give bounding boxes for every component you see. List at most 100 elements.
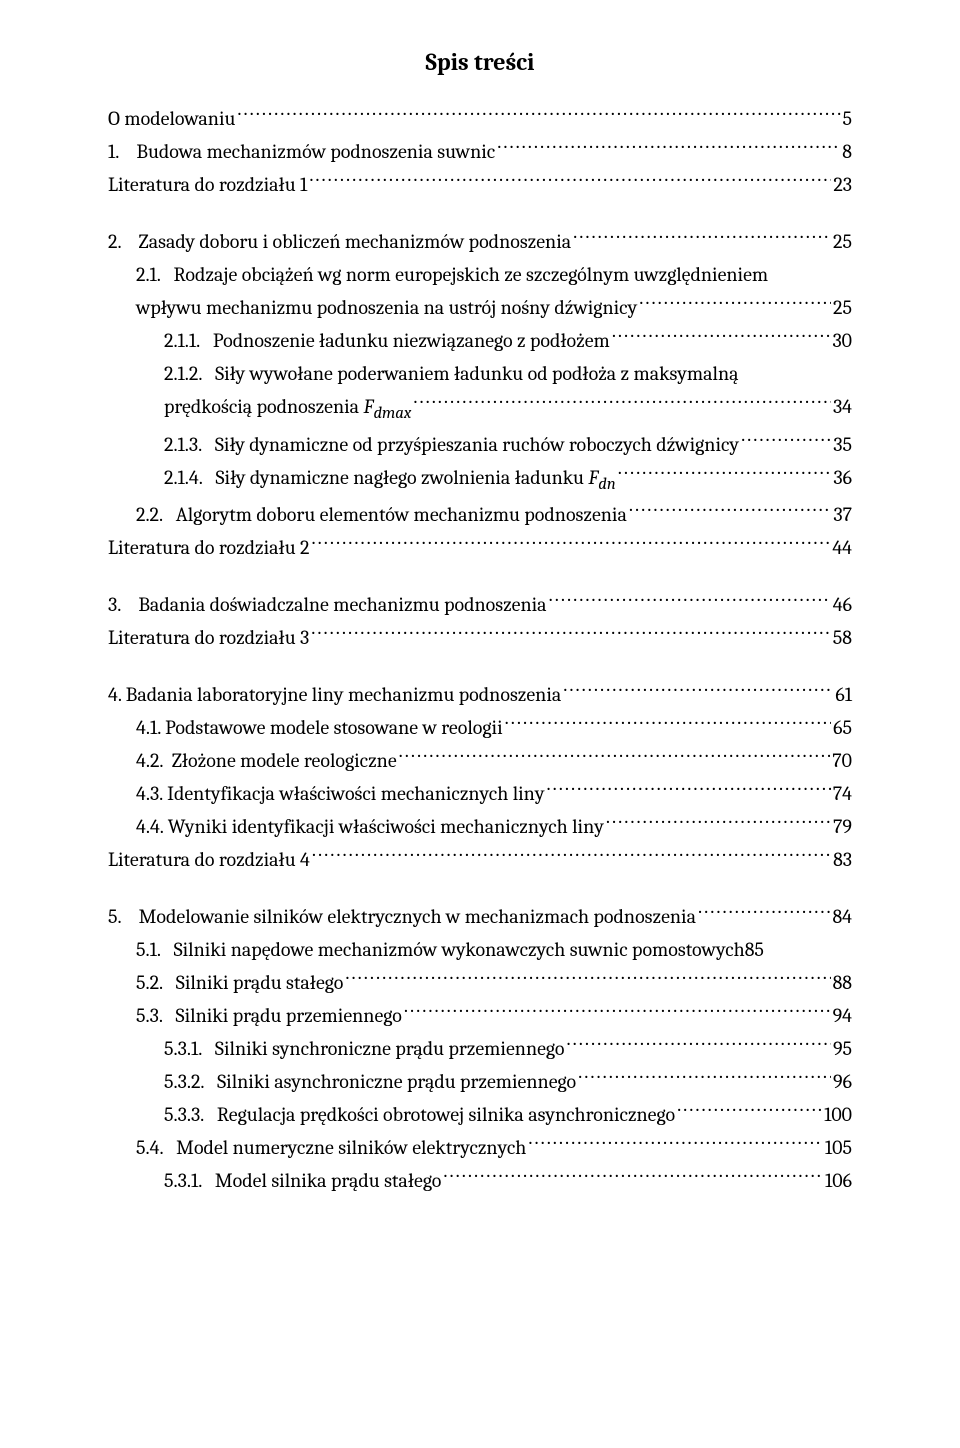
- toc-label: 3. Badania doświadczalne mechanizmu podn…: [108, 588, 547, 621]
- toc-spacer: [108, 564, 852, 588]
- toc-leader: [698, 901, 830, 923]
- toc-label: 5.1. Silniki napędowe mechanizmów wykona…: [136, 933, 745, 966]
- toc-page-number: 106: [825, 1164, 852, 1197]
- toc-leader: [311, 622, 831, 644]
- toc-spacer: [108, 201, 852, 225]
- toc-page-number: 23: [833, 168, 852, 201]
- toc-label: Literatura do rozdziału 3: [108, 621, 309, 654]
- toc-spacer: [108, 654, 852, 678]
- toc-row: 5.4. Model numeryczne silników elektrycz…: [108, 1131, 852, 1164]
- toc-leader: [497, 136, 840, 158]
- toc-row: 2. Zasady doboru i obliczeń mechanizmów …: [108, 225, 852, 258]
- toc-label: 4.3. Identyfikacja właściwości mechanicz…: [136, 777, 544, 810]
- toc-row: 1. Budowa mechanizmów podnoszenia suwnic…: [108, 135, 852, 168]
- toc-page-number: 100: [824, 1098, 852, 1131]
- toc-page-number: 70: [832, 744, 852, 777]
- toc-leader: [566, 1033, 830, 1055]
- toc-row: Literatura do rozdziału 2 44: [108, 531, 852, 564]
- toc-row: 2.1.3. Siły dynamiczne od przyśpieszania…: [108, 428, 852, 461]
- toc-leader: [505, 712, 831, 734]
- toc-page-number: 46: [833, 588, 852, 621]
- toc-page-number: 88: [833, 966, 852, 999]
- page-title: Spis treści: [108, 48, 852, 76]
- toc-page-number: 58: [833, 621, 852, 654]
- toc-leader: [741, 429, 831, 451]
- toc-label: 4.2. Złożone modele reologiczne: [136, 744, 397, 777]
- toc-row: 5.3.3. Regulacja prędkości obrotowej sil…: [108, 1098, 852, 1131]
- toc-label: 5. Modelowanie silników elektrycznych w …: [108, 900, 696, 933]
- toc-label: 5.4. Model numeryczne silników elektrycz…: [136, 1131, 526, 1164]
- toc-label: 5.3.1. Silniki synchroniczne prądu przem…: [164, 1032, 564, 1065]
- toc-label: 5.3.2. Silniki asynchroniczne prądu prze…: [164, 1065, 576, 1098]
- toc-row: 5.3. Silniki prądu przemiennego 94: [108, 999, 852, 1032]
- toc-page-number: 35: [833, 428, 852, 461]
- toc-label: 5.2. Silniki prądu stałego: [136, 966, 343, 999]
- toc-label: Literatura do rozdziału 2: [108, 531, 310, 564]
- toc-leader: [578, 1066, 831, 1088]
- toc-page-number: 65: [833, 711, 852, 744]
- toc-label: wpływu mechanizmu podnoszenia na ustrój …: [136, 291, 637, 324]
- toc-leader: [549, 589, 831, 611]
- table-of-contents: O modelowaniu51. Budowa mechanizmów podn…: [108, 102, 852, 1197]
- toc-leader: [312, 532, 831, 554]
- toc-leader: [443, 1165, 823, 1187]
- toc-row-wrap: wpływu mechanizmu podnoszenia na ustrój …: [108, 291, 852, 324]
- toc-label: O modelowaniu: [108, 102, 235, 135]
- toc-label: Literatura do rozdziału 4: [108, 843, 310, 876]
- page: Spis treści O modelowaniu51. Budowa mech…: [0, 0, 960, 1448]
- toc-label: 1. Budowa mechanizmów podnoszenia suwnic: [108, 135, 495, 168]
- toc-label: 5.3.3. Regulacja prędkości obrotowej sil…: [164, 1098, 675, 1131]
- toc-label: 2.1.2. Siły wywołane poderwaniem ładunku…: [164, 357, 739, 390]
- toc-leader: [309, 169, 831, 191]
- toc-page-number: 25: [833, 225, 852, 258]
- toc-row: 5.3.2. Silniki asynchroniczne prądu prze…: [108, 1065, 852, 1098]
- toc-page-number: 83: [833, 843, 852, 876]
- toc-leader: [573, 226, 831, 248]
- toc-row: 5.1. Silniki napędowe mechanizmów wykona…: [108, 933, 852, 966]
- toc-leader: [606, 811, 831, 833]
- toc-leader: [546, 778, 830, 800]
- toc-page-number: 85: [745, 933, 764, 966]
- toc-leader: [345, 967, 830, 989]
- toc-label: 4.4. Wyniki identyfikacji właściwości me…: [136, 810, 604, 843]
- toc-page-number: 94: [833, 999, 852, 1032]
- toc-row: 4.1. Podstawowe modele stosowane w reolo…: [108, 711, 852, 744]
- toc-spacer: [108, 876, 852, 900]
- toc-page-number: 34: [833, 390, 852, 423]
- toc-page-number: 44: [832, 531, 852, 564]
- toc-label: 5.3. Silniki prądu przemiennego: [136, 999, 402, 1032]
- toc-row: 2.1.4. Siły dynamiczne nagłego zwolnieni…: [108, 461, 852, 499]
- toc-label: 2.1.4. Siły dynamiczne nagłego zwolnieni…: [164, 461, 616, 499]
- toc-leader: [528, 1132, 823, 1154]
- toc-leader: [612, 325, 831, 347]
- toc-leader: [404, 1000, 831, 1022]
- toc-label: prędkością podnoszenia Fdmax: [164, 390, 411, 428]
- toc-row: 2.2. Algorytm doboru elementów mechanizm…: [108, 498, 852, 531]
- toc-leader: [629, 499, 832, 521]
- toc-row: 4. Badania laboratoryjne liny mechanizmu…: [108, 678, 852, 711]
- toc-label: 2.1.3. Siły dynamiczne od przyśpieszania…: [164, 428, 739, 461]
- toc-page-number: 105: [825, 1131, 852, 1164]
- toc-leader: [399, 745, 831, 767]
- toc-leader: [639, 292, 831, 314]
- toc-row: 5.3.1. Silniki synchroniczne prądu przem…: [108, 1032, 852, 1065]
- toc-leader: [237, 103, 840, 125]
- toc-label: 2.1.1. Podnoszenie ładunku niezwiązanego…: [164, 324, 610, 357]
- toc-label: 2.1. Rodzaje obciążeń wg norm europejski…: [136, 258, 768, 291]
- toc-row: 3. Badania doświadczalne mechanizmu podn…: [108, 588, 852, 621]
- toc-page-number: 79: [833, 810, 852, 843]
- toc-row: Literatura do rozdziału 4 83: [108, 843, 852, 876]
- toc-page-number: 37: [833, 498, 852, 531]
- toc-row: 4.3. Identyfikacja właściwości mechanicz…: [108, 777, 852, 810]
- toc-label: 4.1. Podstawowe modele stosowane w reolo…: [136, 711, 503, 744]
- toc-page-number: 30: [832, 324, 852, 357]
- toc-page-number: 96: [833, 1065, 852, 1098]
- toc-page-number: 8: [842, 135, 852, 168]
- toc-row-wrap: prędkością podnoszenia Fdmax 34: [108, 390, 852, 428]
- toc-page-number: 84: [832, 900, 852, 933]
- toc-row: 5.3.1. Model silnika prądu stałego106: [108, 1164, 852, 1197]
- toc-page-number: 5: [843, 102, 853, 135]
- toc-row: O modelowaniu 5: [108, 102, 852, 135]
- toc-label: Literatura do rozdziału 1: [108, 168, 307, 201]
- toc-leader: [677, 1099, 822, 1121]
